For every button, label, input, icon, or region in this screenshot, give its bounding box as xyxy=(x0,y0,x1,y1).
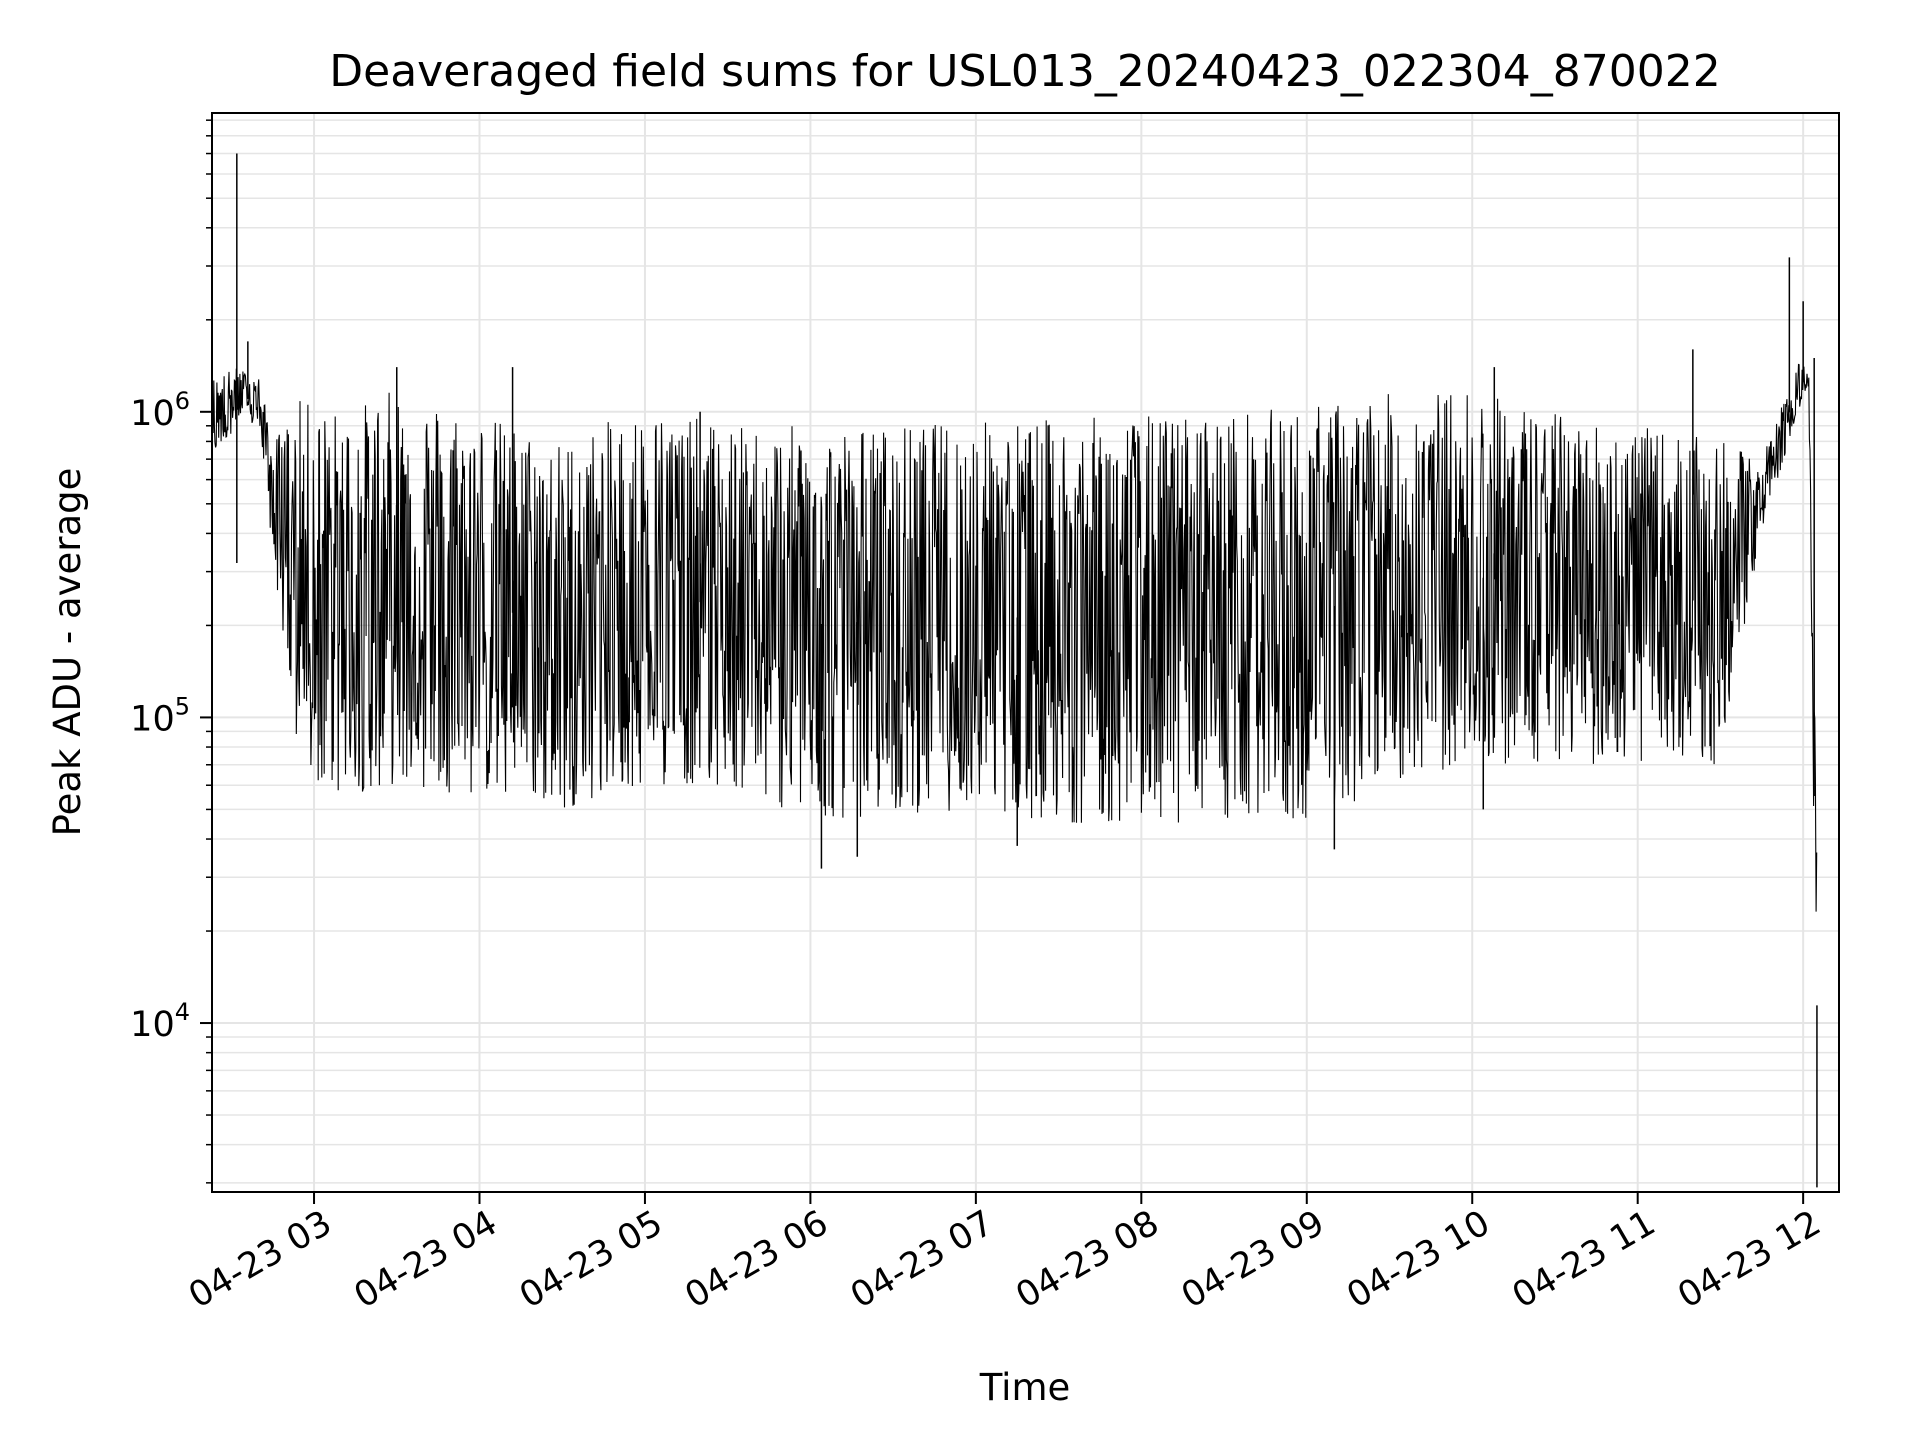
chart-title: Deaveraged field sums for USL013_2024042… xyxy=(329,46,1721,97)
y-tick-base: 10 xyxy=(130,394,175,434)
y-tick-exponent: 4 xyxy=(175,998,190,1026)
y-axis-label: Peak ADU - average xyxy=(46,468,89,837)
data-series xyxy=(211,153,1818,1188)
series-line xyxy=(211,363,1818,912)
y-tick-label: 104 xyxy=(130,998,190,1045)
x-axis-label: Time xyxy=(979,1366,1071,1409)
y-tick-base: 10 xyxy=(130,1005,175,1045)
y-tick-base: 10 xyxy=(130,699,175,739)
y-tick-exponent: 5 xyxy=(175,692,190,720)
y-tick-label: 106 xyxy=(130,387,190,434)
plot-frame xyxy=(211,112,1840,1193)
y-tick-label: 105 xyxy=(130,692,190,739)
y-tick-exponent: 6 xyxy=(175,387,190,415)
